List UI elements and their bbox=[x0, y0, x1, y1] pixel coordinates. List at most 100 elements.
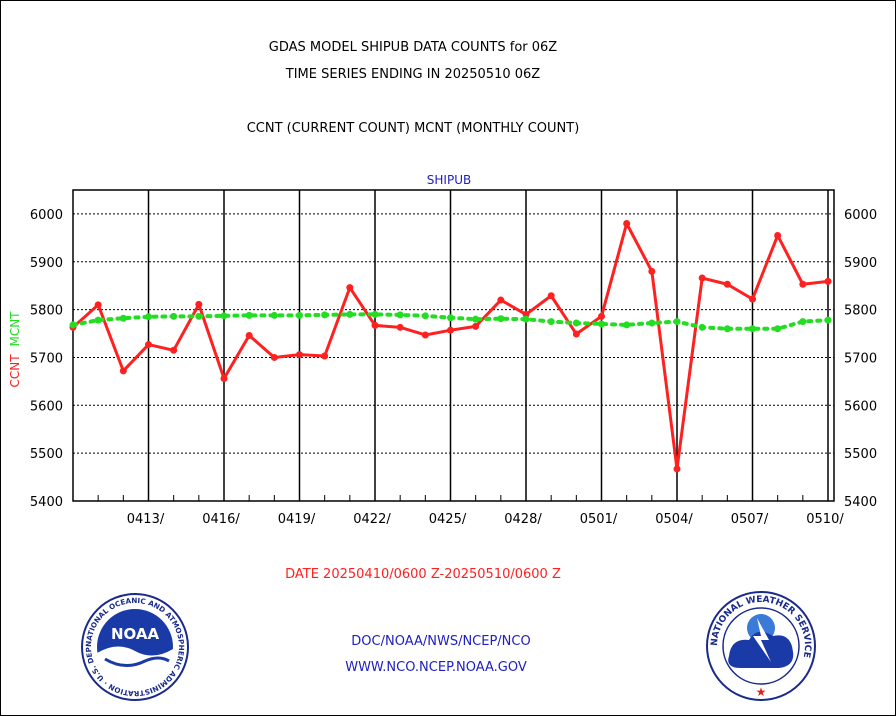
data-point-mcnt bbox=[447, 314, 454, 322]
y-tick-label-right: 5800 bbox=[844, 304, 877, 319]
data-point-ccnt bbox=[824, 277, 832, 285]
data-point-ccnt bbox=[598, 312, 605, 320]
data-point-ccnt bbox=[145, 341, 152, 349]
data-point-ccnt bbox=[547, 292, 555, 300]
data-point-ccnt bbox=[572, 330, 580, 338]
y-tick-label-left: 5400 bbox=[30, 495, 63, 510]
data-point-mcnt bbox=[396, 311, 404, 319]
data-point-mcnt bbox=[572, 319, 580, 327]
y-tick-label-right: 6000 bbox=[844, 208, 877, 223]
nws-logo: NATIONAL WEATHER SERVICE ★ bbox=[706, 591, 816, 701]
data-point-mcnt bbox=[598, 320, 605, 328]
y-tick-label-left: 5700 bbox=[30, 351, 63, 366]
grid-layer bbox=[72, 190, 834, 501]
y-tick-label-right: 5400 bbox=[844, 495, 877, 510]
series-layer bbox=[69, 219, 832, 473]
data-point-ccnt bbox=[723, 280, 731, 288]
data-point-mcnt bbox=[220, 312, 228, 320]
noaa-logo: NATIONAL OCEANIC AND ATMOSPHERIC ADMINIS… bbox=[81, 593, 189, 701]
x-tick-label: 0419/ bbox=[278, 512, 316, 527]
y-tick-label-right: 5700 bbox=[844, 351, 877, 366]
data-point-ccnt bbox=[673, 465, 681, 473]
data-point-ccnt bbox=[220, 375, 228, 383]
y-tick-label-left: 5800 bbox=[30, 304, 63, 319]
data-point-ccnt bbox=[497, 296, 505, 304]
x-tick-label: 0425/ bbox=[429, 512, 467, 527]
x-tick-label: 0504/ bbox=[655, 512, 693, 527]
data-point-mcnt bbox=[145, 313, 152, 321]
y-tick-label-right: 5600 bbox=[844, 399, 877, 414]
data-point-ccnt bbox=[522, 310, 530, 318]
data-point-ccnt bbox=[346, 284, 354, 292]
y-tick-label-left: 5500 bbox=[30, 447, 63, 462]
x-tick-label: 0428/ bbox=[504, 512, 542, 527]
y-tick-label-left: 6000 bbox=[30, 208, 63, 223]
data-point-mcnt bbox=[749, 325, 756, 333]
x-tick-label: 0501/ bbox=[580, 512, 618, 527]
data-point-mcnt bbox=[472, 315, 480, 323]
chart-subtitle: CCNT (CURRENT COUNT) MCNT (MONTHLY COUNT… bbox=[247, 121, 580, 136]
data-point-mcnt bbox=[245, 311, 253, 319]
data-point-ccnt bbox=[774, 231, 782, 239]
data-point-ccnt bbox=[749, 295, 756, 303]
x-tick-label: 0416/ bbox=[202, 512, 240, 527]
y-tick-label-left: 5900 bbox=[30, 256, 63, 271]
data-point-ccnt bbox=[119, 367, 127, 375]
noaa-wordmark: NOAA bbox=[111, 625, 160, 643]
data-point-mcnt bbox=[799, 318, 807, 326]
data-point-mcnt bbox=[69, 321, 77, 329]
org-line: DOC/NOAA/NWS/NCEP/NCO bbox=[351, 634, 530, 649]
data-point-mcnt bbox=[648, 319, 656, 327]
y-axis-label-mcnt: MCNT bbox=[8, 311, 22, 347]
data-point-ccnt bbox=[245, 331, 253, 339]
data-point-ccnt bbox=[698, 274, 706, 282]
data-point-ccnt bbox=[371, 321, 379, 329]
data-point-mcnt bbox=[774, 325, 782, 333]
x-tick-label: 0413/ bbox=[127, 512, 165, 527]
y-axis-label-ccnt: CCNT bbox=[8, 354, 22, 388]
data-point-mcnt bbox=[195, 312, 203, 320]
data-point-ccnt bbox=[170, 346, 178, 354]
data-point-mcnt bbox=[623, 321, 631, 329]
x-tick-label: 0507/ bbox=[731, 512, 769, 527]
data-point-ccnt bbox=[195, 300, 203, 308]
data-point-mcnt bbox=[824, 316, 832, 324]
data-point-mcnt bbox=[94, 316, 102, 324]
data-point-ccnt bbox=[94, 301, 102, 309]
data-point-mcnt bbox=[270, 311, 278, 319]
data-point-mcnt bbox=[547, 318, 555, 326]
x-tick-label: 0510/ bbox=[806, 512, 844, 527]
chart-title-line1: GDAS MODEL SHIPUB DATA COUNTS for 06Z bbox=[269, 40, 557, 55]
data-point-ccnt bbox=[648, 267, 656, 275]
data-point-ccnt bbox=[472, 322, 480, 330]
chart-title-line2: TIME SERIES ENDING IN 20250510 06Z bbox=[285, 67, 541, 82]
data-point-ccnt bbox=[623, 219, 631, 227]
data-point-mcnt bbox=[170, 312, 178, 320]
data-point-ccnt bbox=[396, 323, 404, 331]
star-icon: ★ bbox=[756, 685, 767, 699]
y-tick-label-left: 5600 bbox=[30, 399, 63, 414]
plot-border bbox=[72, 189, 835, 502]
data-point-mcnt bbox=[673, 318, 681, 326]
data-point-mcnt bbox=[522, 315, 530, 323]
data-point-mcnt bbox=[723, 325, 731, 333]
plot-title: SHIPUB bbox=[427, 173, 471, 187]
data-point-ccnt bbox=[421, 331, 429, 339]
x-tick-label: 0422/ bbox=[353, 512, 391, 527]
data-point-mcnt bbox=[119, 314, 127, 322]
data-point-ccnt bbox=[296, 351, 303, 359]
data-point-mcnt bbox=[346, 310, 354, 318]
y-tick-label-right: 5500 bbox=[844, 447, 877, 462]
axis-layer: 5400 5400 5500 5500 5600 5600 5700 5700 5800 5800… bbox=[30, 189, 877, 527]
y-tick-label-right: 5900 bbox=[844, 256, 877, 271]
data-point-mcnt bbox=[321, 311, 329, 319]
data-point-ccnt bbox=[270, 353, 278, 361]
url-link[interactable]: WWW.NCO.NCEP.NOAA.GOV bbox=[345, 660, 527, 675]
data-point-ccnt bbox=[799, 280, 807, 288]
data-point-mcnt bbox=[497, 315, 505, 323]
data-point-mcnt bbox=[371, 310, 379, 318]
data-point-ccnt bbox=[447, 326, 454, 334]
date-range-label: DATE 20250410/0600 Z-20250510/0600 Z bbox=[285, 567, 561, 582]
data-point-ccnt bbox=[321, 352, 329, 360]
